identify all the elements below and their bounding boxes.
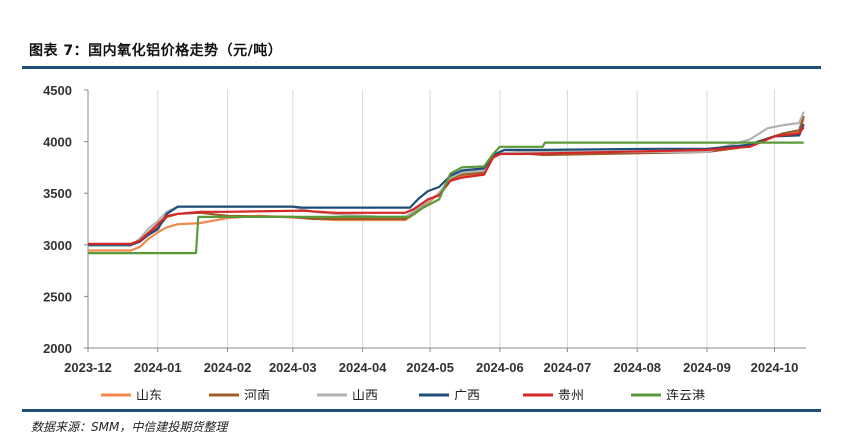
x-tick-label: 2024-05 — [406, 360, 454, 375]
series-lines — [88, 111, 805, 255]
x-tick-label: 2023-12 — [64, 360, 112, 375]
x-tick-label: 2024-10 — [751, 360, 799, 375]
x-axis-tick-labels: 2023-12 2024-01 2024-02 2024-03 2024-04 2024-… — [64, 360, 798, 375]
series-line-连云港 — [88, 141, 804, 255]
x-tick-label: 2024-04 — [339, 360, 387, 375]
x-tick-label: 2024-01 — [134, 360, 182, 375]
legend-label: 广西 — [454, 389, 480, 400]
x-tick-label: 2024-03 — [269, 360, 317, 375]
legend-label: 山西 — [352, 389, 378, 400]
x-tick-label: 2024-02 — [204, 360, 252, 375]
x-tick-label: 2024-06 — [476, 360, 524, 375]
series-line-贵州 — [88, 126, 805, 245]
y-tick-label: 4000 — [43, 135, 72, 150]
source-note: 数据来源：SMM，中信建投期货整理 — [31, 420, 228, 434]
top-divider — [22, 66, 821, 69]
y-tick-label: 2500 — [43, 289, 72, 304]
y-tick-label: 3000 — [43, 238, 72, 253]
legend-label: 山东 — [136, 389, 162, 400]
bottom-divider — [22, 409, 821, 412]
y-axis-tick-labels: 2000 2500 3000 3500 4000 4500 — [43, 83, 72, 356]
x-tick-label: 2024-07 — [544, 360, 592, 375]
legend-label: 河南 — [244, 388, 270, 400]
legend-label: 贵州 — [558, 389, 584, 400]
y-tick-label: 2000 — [43, 341, 72, 356]
y-tick-label: 4500 — [43, 83, 72, 98]
x-tick-label: 2024-09 — [683, 360, 731, 375]
x-tick-label: 2024-08 — [613, 360, 661, 375]
chart-title: 图表 7：国内氧化铝价格走势（元/吨） — [29, 43, 283, 59]
vertical-gridlines — [157, 90, 775, 348]
y-tick-label: 3500 — [43, 186, 72, 201]
legend-label: 连云港 — [666, 388, 705, 400]
axes — [84, 89, 806, 352]
legend: 山东 河南 山西 广西 贵州 连云港 — [101, 388, 705, 400]
